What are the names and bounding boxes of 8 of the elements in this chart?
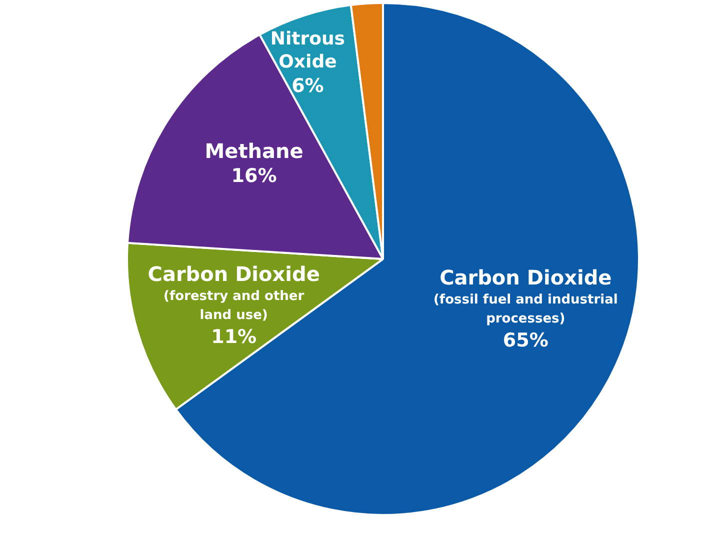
slice-label: Nitrous Oxide: [270, 28, 346, 72]
data-label: 11%: [211, 326, 257, 348]
data-label: 6%: [292, 75, 324, 98]
data-label: 65%: [502, 330, 548, 352]
slice-label: Carbon Dioxide (forestry and other land use): [148, 262, 320, 323]
slice-label: Methane: [204, 138, 304, 163]
slice-label: Carbon Dioxide (fossil fuel and industrial processes): [433, 266, 618, 327]
data-label: 16%: [231, 165, 277, 188]
